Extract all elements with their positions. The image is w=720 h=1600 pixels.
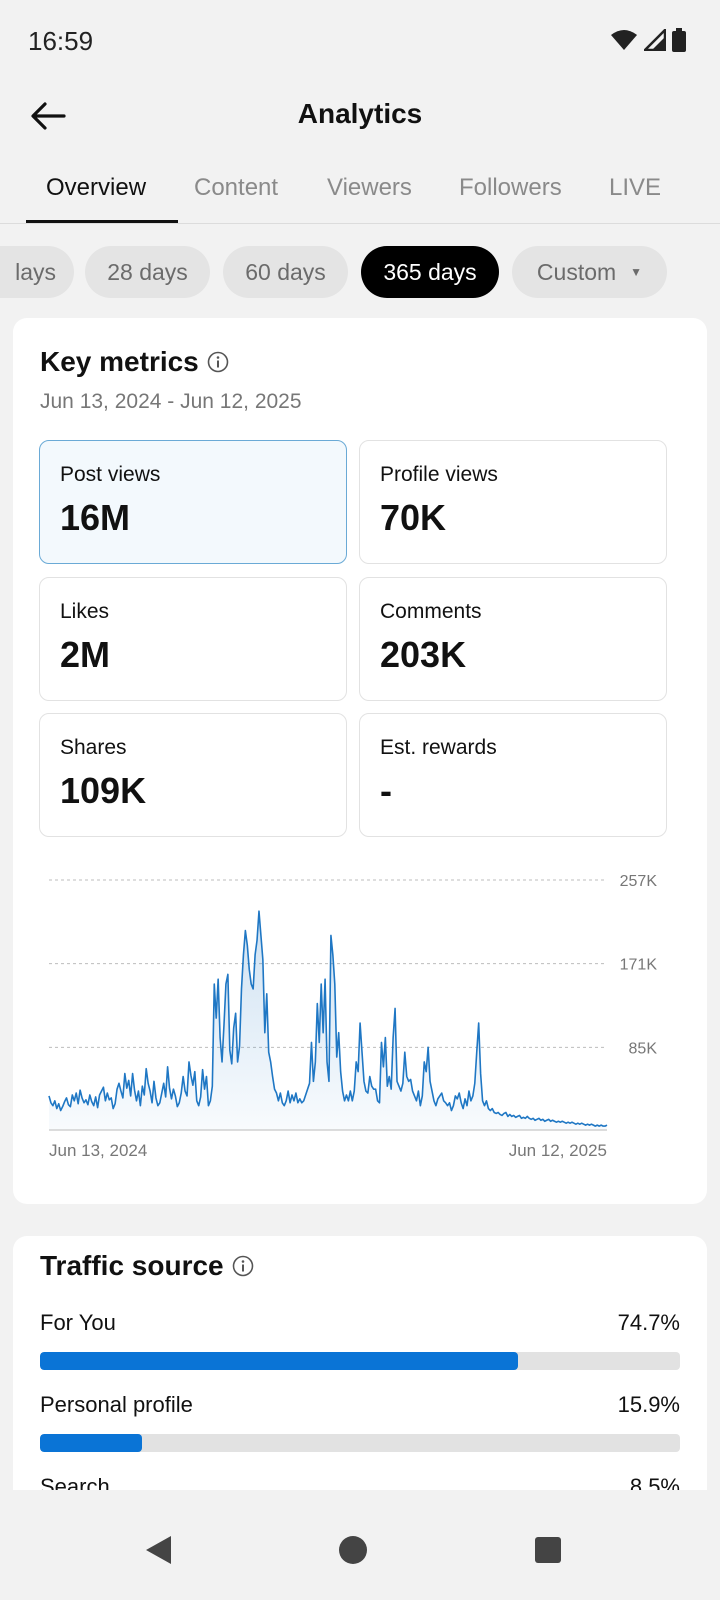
- ts-bar-track: [40, 1434, 680, 1452]
- date-range-label: Jun 13, 2024 - Jun 12, 2025: [40, 390, 302, 413]
- metric-profile-views[interactable]: Profile views 70K: [359, 440, 667, 564]
- status-time: 16:59: [28, 26, 94, 56]
- chip-label: 60 days: [245, 258, 326, 285]
- section-title-text: Traffic source: [40, 1250, 224, 1281]
- system-nav-bar: [0, 1490, 720, 1600]
- chart-y-tick-label: 171K: [620, 957, 658, 974]
- ts-bar-track: [40, 1352, 680, 1370]
- metric-comments[interactable]: Comments 203K: [359, 577, 667, 701]
- metric-post-views[interactable]: Post views 16M: [39, 440, 347, 564]
- metric-label: Comments: [380, 600, 482, 623]
- chip-custom[interactable]: Custom ▼: [512, 246, 667, 298]
- status-bar: 16:59: [0, 0, 720, 86]
- metric-value: 16M: [60, 497, 131, 538]
- analytics-tabs: Overview Content Viewers Followers LIVE: [0, 160, 720, 224]
- key-metrics-card: Key metrics Jun 13, 2024 - Jun 12, 2025 …: [13, 318, 707, 1204]
- chart-series-line: [48, 910, 608, 1127]
- ts-label: Personal profile: [40, 1392, 193, 1417]
- back-button[interactable]: [22, 92, 74, 140]
- chip-label: 365 days: [383, 258, 477, 285]
- chip-7-days[interactable]: lays: [0, 246, 74, 298]
- metric-value: 203K: [380, 634, 467, 675]
- chip-label: lays: [15, 258, 56, 285]
- metric-label: Shares: [60, 736, 127, 759]
- traffic-source-title: Traffic source: [40, 1250, 254, 1282]
- active-tab-indicator: [26, 220, 178, 223]
- info-icon[interactable]: [207, 351, 229, 373]
- date-range-chips: lays 28 days 60 days 365 days Custom ▼: [0, 246, 720, 300]
- chip-label: 28 days: [107, 258, 188, 285]
- chart-x-start-label: Jun 13, 2024: [49, 1141, 147, 1160]
- signal-icon: [644, 29, 666, 51]
- tab-live[interactable]: LIVE: [609, 174, 662, 201]
- chip-28-days[interactable]: 28 days: [85, 246, 210, 298]
- nav-home-icon: [339, 1536, 367, 1564]
- ts-bar-fill: [40, 1434, 142, 1452]
- nav-recents-icon: [535, 1537, 561, 1563]
- metric-shares[interactable]: Shares 109K: [39, 713, 347, 837]
- page-title: Analytics: [297, 98, 423, 129]
- metric-value: -: [380, 770, 392, 811]
- caret-down-icon: ▼: [630, 265, 643, 279]
- chart-area-fill: [49, 911, 607, 1130]
- tab-viewers[interactable]: Viewers: [327, 174, 412, 201]
- metric-value: 2M: [60, 634, 111, 675]
- nav-back-button[interactable]: [134, 1526, 182, 1574]
- nav-home-button[interactable]: [329, 1526, 377, 1574]
- metric-label: Likes: [60, 600, 110, 623]
- metric-label: Post views: [60, 463, 161, 486]
- ts-value: 15.9%: [617, 1392, 680, 1417]
- metric-label: Profile views: [380, 463, 498, 486]
- tab-overview[interactable]: Overview: [46, 174, 147, 201]
- ts-label: For You: [40, 1310, 116, 1335]
- nav-recents-button[interactable]: [524, 1526, 572, 1574]
- tab-followers[interactable]: Followers: [459, 174, 562, 201]
- app-header: Analytics: [0, 86, 720, 146]
- chart-x-end-label: Jun 12, 2025: [509, 1141, 607, 1160]
- info-icon[interactable]: [232, 1255, 254, 1277]
- key-metrics-title: Key metrics: [40, 346, 229, 378]
- chart-y-tick-label: 85K: [629, 1040, 658, 1057]
- chip-60-days[interactable]: 60 days: [223, 246, 348, 298]
- chart-y-tick-label: 257K: [620, 873, 658, 890]
- arrow-left-icon: [31, 102, 66, 130]
- chip-365-days[interactable]: 365 days: [361, 246, 499, 298]
- ts-bar-fill: [40, 1352, 519, 1370]
- nav-back-icon: [146, 1536, 171, 1564]
- tab-content[interactable]: Content: [194, 174, 279, 201]
- metric-est-rewards[interactable]: Est. rewards -: [359, 713, 667, 837]
- post-views-chart: 257K 171K 85K Jun 13, 2024 Jun 12, 2025: [48, 873, 658, 1160]
- chip-label: Custom: [536, 258, 617, 285]
- metric-value: 109K: [60, 770, 147, 811]
- battery-icon: [672, 28, 686, 52]
- ts-value: 74.7%: [617, 1310, 680, 1335]
- wifi-icon: [611, 30, 637, 50]
- metric-value: 70K: [380, 497, 447, 538]
- section-title-text: Key metrics: [40, 346, 199, 377]
- metric-likes[interactable]: Likes 2M: [39, 577, 347, 701]
- metric-label: Est. rewards: [380, 736, 497, 759]
- status-icons: [610, 28, 686, 52]
